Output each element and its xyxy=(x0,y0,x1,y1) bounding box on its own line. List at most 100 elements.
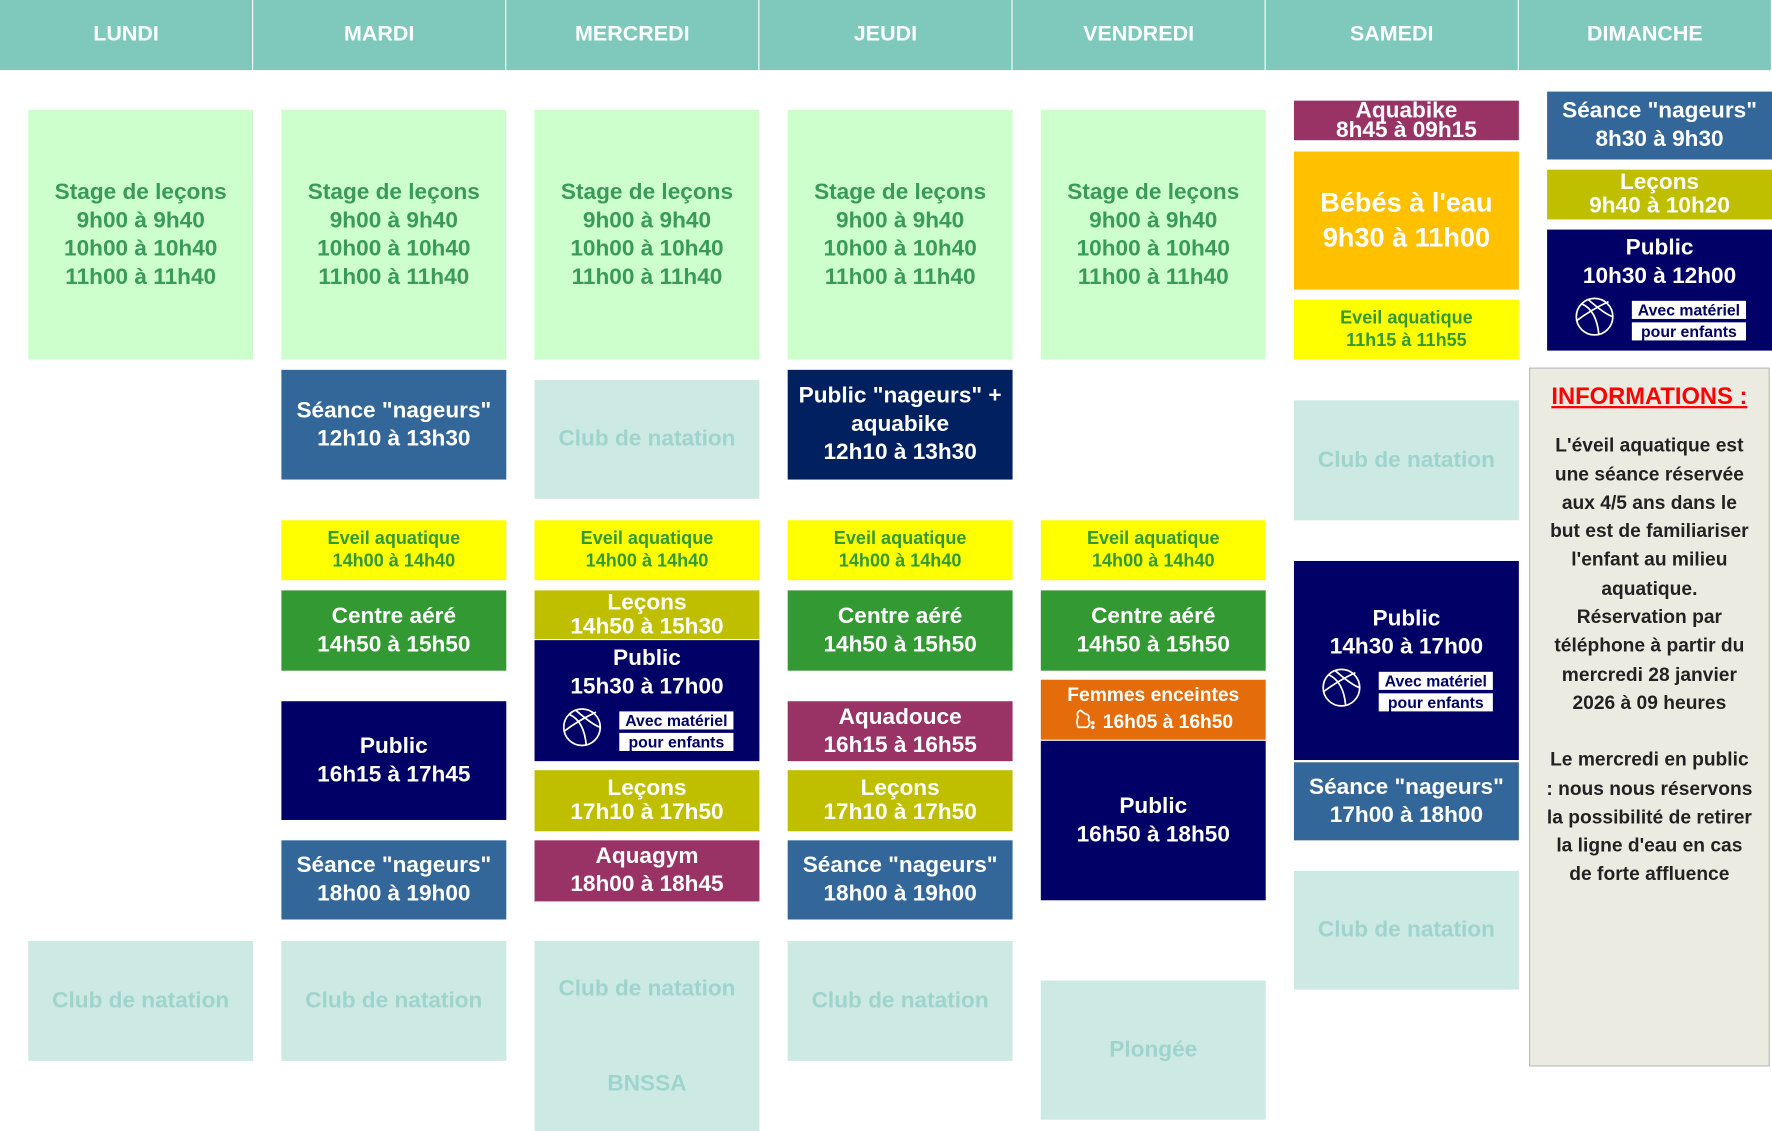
session-title: Plongée xyxy=(1109,1037,1198,1063)
session-time: 11h00 à 11h40 xyxy=(318,264,470,289)
session-public-mardi: Public 16h15 à 17h45 xyxy=(281,701,507,820)
session-time: 14h00 à 14h40 xyxy=(585,551,709,571)
session-title: Eveil aquatique xyxy=(580,528,714,548)
session-title: Public xyxy=(613,645,681,671)
session-stage-lundi: Stage de leçons 9h00 à 9h40 10h00 à 10h40 1… xyxy=(28,109,254,360)
session-title: Club de natation xyxy=(1317,447,1495,473)
session-time: 10h00 à 10h40 xyxy=(64,235,218,261)
session-title: Club de natation xyxy=(558,975,736,1001)
session-club-vendredi: Plongée xyxy=(1040,980,1266,1120)
session-title: Aquabike xyxy=(1355,100,1458,123)
session-title: Public "nageurs" + xyxy=(798,383,1002,409)
session-club-lundi: Club de natation xyxy=(28,940,254,1061)
equipment-tag: Avec matériel xyxy=(1378,671,1493,690)
session-time: 14h00 à 14h40 xyxy=(332,551,456,571)
session-title: Club de natation xyxy=(52,987,230,1013)
session-time: 11h00 à 11h40 xyxy=(1077,264,1229,289)
pregnant-icon xyxy=(1073,709,1096,735)
session-eveil-mardi: Eveil aquatique 14h00 à 14h40 xyxy=(281,520,507,581)
session-title: Eveil aquatique xyxy=(327,528,461,548)
session-publicaqua-jeudi: Public "nageurs" + aquabike 12h10 à 13h30 xyxy=(787,369,1013,480)
session-time: 12h10 à 13h30 xyxy=(823,439,977,465)
session-nageurs-jeudi: Séance "nageurs" 18h00 à 19h00 xyxy=(787,840,1013,920)
session-title: Stage de leçons xyxy=(560,179,734,205)
session-time: 9h00 à 9h40 xyxy=(329,207,458,233)
session-title: Séance "nageurs" xyxy=(802,852,998,878)
info-line: aux 4/5 ans dans le xyxy=(1561,491,1737,514)
session-bebes-samedi: Bébés à l'eau 9h30 à 11h00 xyxy=(1293,151,1519,290)
session-eveil-jeudi: Eveil aquatique 14h00 à 14h40 xyxy=(787,520,1013,581)
session-title: Leçons xyxy=(607,775,687,801)
session-time: 18h00 à 19h00 xyxy=(317,881,471,906)
equipment-tag: Avec matériel xyxy=(619,711,734,730)
session-lecons-mercredi: Leçons 17h10 à 17h50 xyxy=(534,770,760,832)
equipment-tag: pour enfants xyxy=(619,732,734,751)
session-time: 9h30 à 11h00 xyxy=(1322,222,1491,254)
info-line: : nous nous réservons xyxy=(1546,777,1753,800)
day-header-lundi: LUNDI xyxy=(0,0,253,71)
session-title: Centre aéré xyxy=(1091,603,1216,629)
session-title: Stage de leçons xyxy=(814,179,987,205)
session-title: Eveil aquatique xyxy=(1340,308,1473,328)
equipment-note: Avec matériel pour enfants xyxy=(561,706,734,757)
info-line: L'éveil aquatique est xyxy=(1555,434,1744,457)
session-title: Leçons xyxy=(1619,169,1700,195)
session-time: 17h00 à 18h00 xyxy=(1329,802,1484,828)
session-time: 17h10 à 17h50 xyxy=(823,799,977,825)
beach-ball-icon xyxy=(561,706,604,757)
session-title: Bébés à l'eau xyxy=(1320,187,1493,219)
session-time: 17h10 à 17h50 xyxy=(570,799,724,825)
session-title: Centre aéré xyxy=(331,603,457,629)
session-title: Club de natation xyxy=(558,426,736,452)
session-lecons-mercredi: Leçons 14h50 à 15h30 xyxy=(534,590,760,640)
session-eveil-vendredi: Eveil aquatique 14h00 à 14h40 xyxy=(1040,520,1266,581)
session-time: 11h00 à 11h40 xyxy=(65,264,217,289)
session-club-jeudi: Club de natation xyxy=(787,940,1013,1061)
session-aquagym-mercredi: Aquagym 18h00 à 18h45 xyxy=(534,840,760,902)
equipment-tag: pour enfants xyxy=(1378,692,1493,711)
session-title: Public xyxy=(1625,235,1694,261)
session-time: 10h00 à 10h40 xyxy=(1076,235,1230,261)
session-title: Séance "nageurs" xyxy=(296,397,492,423)
equipment-note: Avec matériel pour enfants xyxy=(1573,295,1746,346)
session-nageurs-samedi: Séance "nageurs" 17h00 à 18h00 xyxy=(1293,762,1519,841)
info-line: la ligne d'eau en cas xyxy=(1556,834,1743,857)
info-title: INFORMATIONS : xyxy=(1551,383,1748,410)
beach-ball-icon xyxy=(1573,295,1616,346)
session-aquagym-jeudi: Aquadouce 16h15 à 16h55 xyxy=(787,701,1013,762)
session-club-mardi: Club de natation xyxy=(281,940,507,1061)
session-time: 16h15 à 17h45 xyxy=(317,761,471,787)
info-line xyxy=(1530,717,1768,745)
session-centre-jeudi: Centre aéré 14h50 à 15h50 xyxy=(787,590,1013,671)
session-time: 14h00 à 14h40 xyxy=(838,551,962,571)
session-eveil-samedi: Eveil aquatique 11h15 à 11h55 xyxy=(1293,299,1519,360)
session-time: 10h00 à 10h40 xyxy=(823,235,977,261)
info-line: téléphone à partir du xyxy=(1554,634,1745,657)
info-line: 2026 à 09 heures xyxy=(1572,692,1727,714)
day-header-mardi: MARDI xyxy=(253,0,506,71)
session-public-mercredi: Public 15h30 à 17h00 Avec matériel pour enf… xyxy=(534,640,760,762)
session-time: 14h00 à 14h40 xyxy=(1091,551,1215,571)
day-header-vendredi: VENDREDI xyxy=(1012,0,1265,71)
equipment-tag: pour enfants xyxy=(1632,322,1746,341)
session-time: 14h50 à 15h50 xyxy=(1076,631,1230,657)
session-title: Stage de leçons xyxy=(1067,179,1240,205)
session-club-mercredi: Club de natation xyxy=(534,380,760,499)
session-title: Public xyxy=(1119,793,1188,819)
info-panel: INFORMATIONS : L'éveil aquatique est une … xyxy=(1529,367,1770,1067)
session-centre-mardi: Centre aéré 14h50 à 15h50 xyxy=(281,590,507,671)
session-time: 9h00 à 9h40 xyxy=(582,207,712,233)
session-time: 15h30 à 17h00 xyxy=(570,674,724,699)
session-time: 14h50 à 15h50 xyxy=(317,631,471,657)
session-lecons-jeudi: Leçons 17h10 à 17h50 xyxy=(787,770,1013,832)
info-line: la possibilité de retirer xyxy=(1546,806,1752,828)
session-eveil-mercredi: Eveil aquatique 14h00 à 14h40 xyxy=(534,520,760,581)
session-time: aquabike xyxy=(851,411,950,437)
session-time: 18h00 à 18h45 xyxy=(570,872,724,897)
session-time: 11h00 à 11h40 xyxy=(824,264,976,289)
session-femmes-vendredi: Femmes enceintes 16h05 à 16h50 xyxy=(1040,679,1266,740)
day-header-dimanche: DIMANCHE xyxy=(1518,0,1771,71)
session-title: Club de natation xyxy=(811,987,989,1013)
session-stage-jeudi: Stage de leçons 9h00 à 9h40 10h00 à 10h40 1… xyxy=(787,109,1013,360)
session-public-dimanche: Public 10h30 à 12h00 Avec matériel pour enf… xyxy=(1547,229,1772,351)
